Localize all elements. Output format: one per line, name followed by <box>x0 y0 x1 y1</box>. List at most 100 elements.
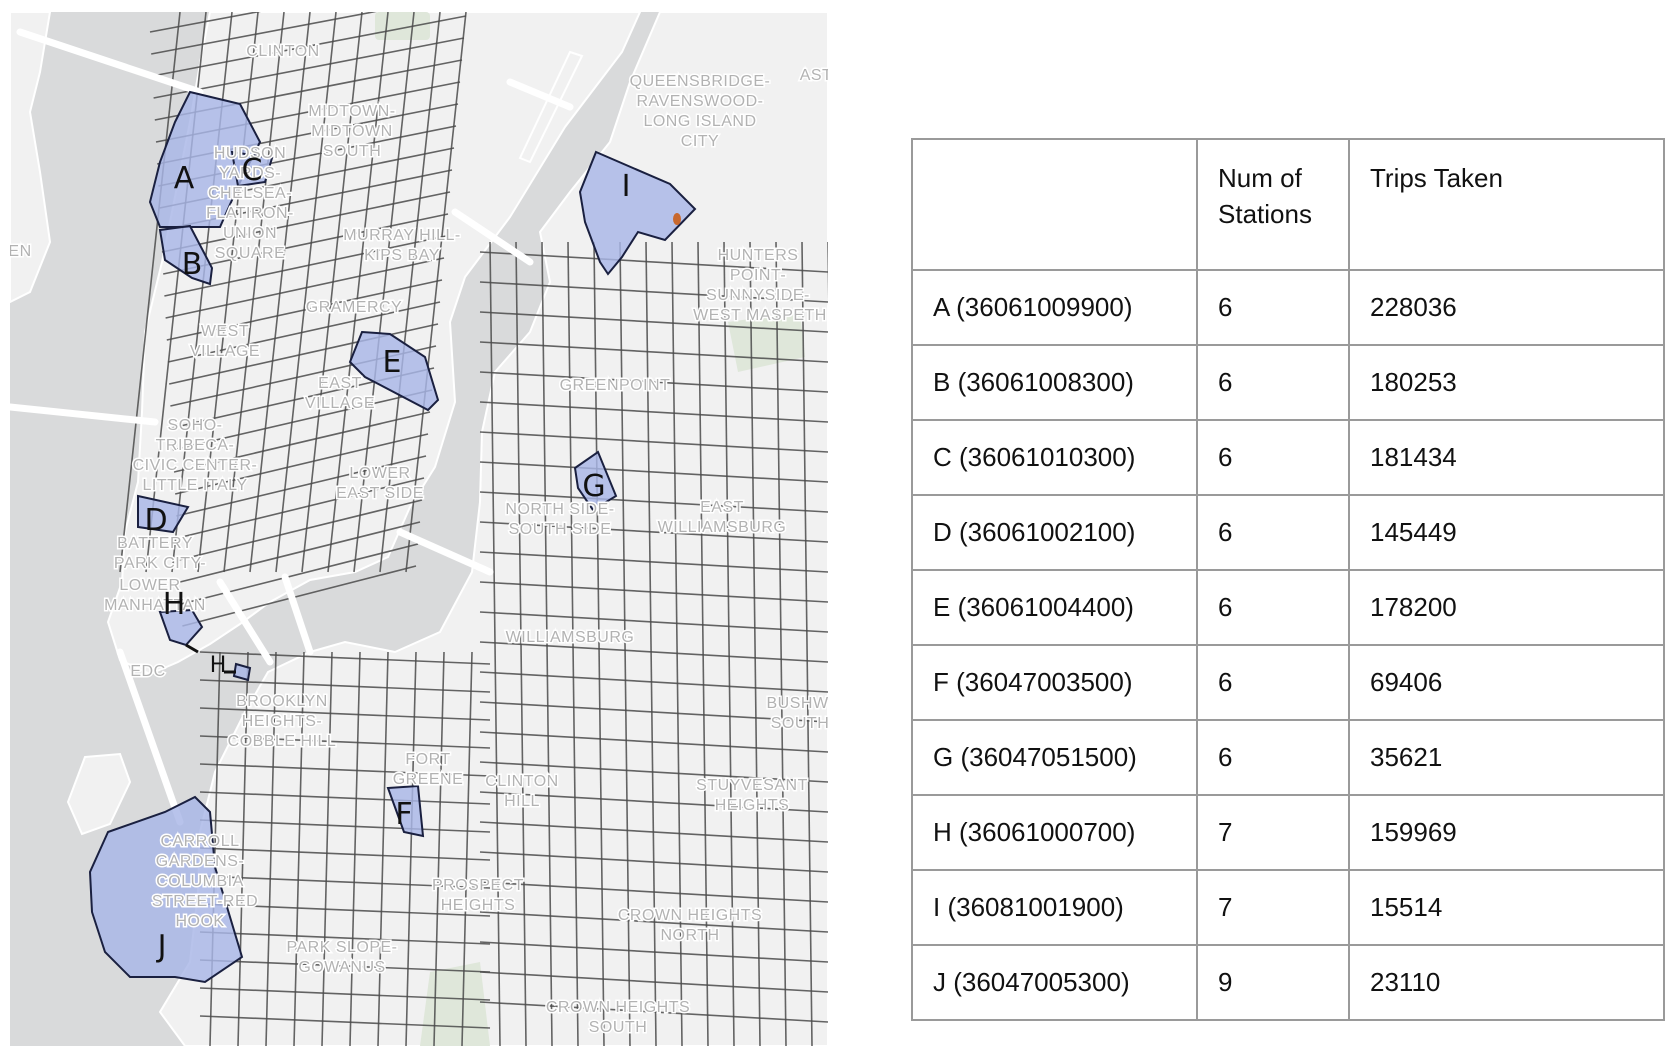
street-line <box>119 12 181 573</box>
street-line <box>479 401 828 423</box>
cell-num-stations: 6 <box>1196 419 1350 496</box>
tract-letter-I: I <box>622 169 631 204</box>
street-line <box>433 651 445 1046</box>
street-line <box>199 987 491 1001</box>
tract-G <box>573 450 618 512</box>
street-line <box>173 411 431 473</box>
street-line <box>199 1015 491 1029</box>
street-line <box>167 301 441 363</box>
station-marker <box>673 213 681 225</box>
header-num-stations: Num of Stations <box>1196 138 1350 271</box>
tract-letter-E: E <box>383 345 402 380</box>
street-line <box>405 651 417 1046</box>
nbhd-label: CLINTON <box>485 773 558 790</box>
street-line <box>697 241 709 1046</box>
land-jersey <box>10 12 52 304</box>
street-line <box>479 761 828 783</box>
nbhd-label: BUSHWI <box>767 695 829 712</box>
tract-letter-H: H <box>163 587 186 622</box>
street-line <box>321 651 333 1046</box>
table-row: H (36061000700) 7 159969 <box>911 794 1665 871</box>
nbhd-label: LITTLE ITALY <box>143 477 248 494</box>
nbhd-label: HEIGHTS <box>441 897 516 914</box>
nbhd-label: COLUMBIA <box>156 873 244 890</box>
street-line <box>379 12 441 573</box>
cell-trips-taken: 15514 <box>1348 869 1665 946</box>
street-line <box>479 431 828 453</box>
street-line <box>149 12 262 33</box>
cell-tract: D (36061002100) <box>911 494 1198 571</box>
neighborhood-labels: CLINTON MIDTOWN- MIDTOWN SOUTH HUDSON YA… <box>10 42 829 1038</box>
cell-num-stations: 6 <box>1196 719 1350 796</box>
nbhd-label: KIPS BAY <box>364 247 440 264</box>
nbhd-label: STREET-RED <box>152 893 258 910</box>
nbhd-label: AST <box>800 67 828 84</box>
nbhd-label: WILLIAMSBURG <box>506 629 635 646</box>
cell-num-stations: 6 <box>1196 644 1350 721</box>
street-line <box>199 847 491 861</box>
nbhd-label: SOHO- <box>168 417 223 434</box>
nbhd-label: HEIGHTS <box>715 797 790 814</box>
street-line <box>164 235 447 297</box>
cell-trips-taken: 69406 <box>1348 644 1665 721</box>
cell-num-stations: 9 <box>1196 944 1350 1021</box>
tract-E <box>348 330 440 412</box>
nbhd-label: CROWN HEIGHTS <box>618 907 762 924</box>
street-line <box>199 679 491 693</box>
street-line <box>152 15 467 77</box>
street-line <box>479 611 828 633</box>
street-line <box>265 651 277 1046</box>
table-row: G (36047051500) 6 35621 <box>911 719 1665 796</box>
nbhd-label: SOUTH <box>771 715 828 732</box>
street-line <box>461 651 473 1046</box>
cell-tract: G (36047051500) <box>911 719 1198 796</box>
table-row: I (36081001900) 7 15514 <box>911 869 1665 946</box>
street-line <box>479 671 828 693</box>
nbhd-label: GREENPOINT <box>560 377 671 394</box>
cell-tract: I (36081001900) <box>911 869 1198 946</box>
cell-tract: H (36061000700) <box>911 794 1198 871</box>
street-line <box>775 241 787 1046</box>
cell-trips-taken: 23110 <box>1348 944 1665 1021</box>
table-row: J (36047005300) 9 23110 <box>911 944 1665 1021</box>
nbhd-label: HOOK <box>175 913 224 930</box>
tract-letter-C: C <box>242 153 263 188</box>
tract-letter-D: D <box>144 503 167 538</box>
street-line <box>479 341 828 363</box>
h-annotation-lines <box>185 643 236 674</box>
street-line <box>353 12 415 573</box>
nbhd-label: MANHATTAN <box>104 597 206 614</box>
nbhd-label: POINT- <box>730 267 786 284</box>
map-panel[interactable]: CLINTON MIDTOWN- MIDTOWN SOUTH HUDSON YA… <box>10 12 828 1046</box>
highways <box>10 28 574 826</box>
map-canvas[interactable]: CLINTON MIDTOWN- MIDTOWN SOUTH HUDSON YA… <box>10 12 828 1046</box>
nbhd-label: BATTERY <box>117 535 193 552</box>
tract-H2 <box>232 662 252 682</box>
census-tracts <box>88 90 697 984</box>
nbhd-label: HILL <box>504 793 540 810</box>
street-line <box>161 191 451 253</box>
street-line <box>479 581 828 603</box>
street-line <box>405 12 467 573</box>
tract-letter-H-small: H <box>210 653 227 678</box>
table-row: D (36061002100) 6 145449 <box>911 494 1665 571</box>
street-line <box>479 311 828 333</box>
nbhd-label: EAST SIDE <box>336 485 424 502</box>
nbhd-label: LOWER <box>119 577 180 594</box>
street-line <box>197 12 259 573</box>
street-line <box>151 12 378 55</box>
street-line <box>377 651 389 1046</box>
nbhd-label: SOUTH <box>589 1019 648 1036</box>
street-line <box>175 433 429 495</box>
street-line <box>479 731 828 753</box>
street-line <box>479 371 828 393</box>
nbhd-label: NORTH SIDE- <box>505 501 614 518</box>
tract-letter-A: A <box>174 161 195 196</box>
cell-num-stations: 6 <box>1196 569 1350 646</box>
nbhd-label: EAST <box>700 499 744 516</box>
street-line <box>479 281 828 303</box>
street-line <box>479 701 828 723</box>
nbhd-label: SQUARE <box>215 245 286 262</box>
tract-letters: A B C D E F G H H I J <box>144 153 630 964</box>
nbhd-label: LOWER <box>349 465 410 482</box>
